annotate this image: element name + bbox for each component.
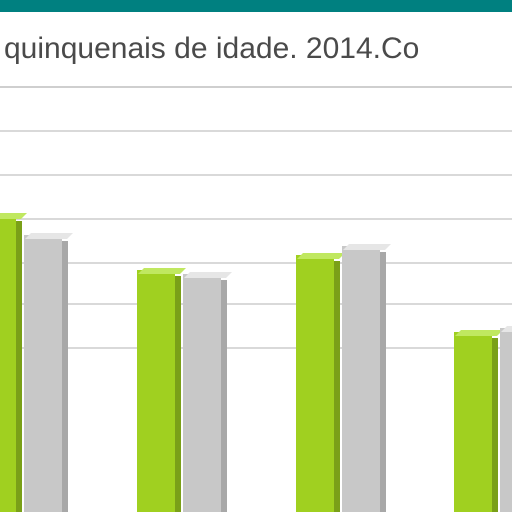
gray-bar xyxy=(183,274,227,512)
grid-line xyxy=(0,218,512,220)
title-area: quinquenais de idade. 2014.Co xyxy=(0,12,512,86)
gray-bar xyxy=(500,328,512,512)
gray-bar xyxy=(24,235,68,512)
chart-plot-area xyxy=(0,86,512,512)
grid-line xyxy=(0,174,512,176)
green-bar xyxy=(0,215,22,512)
header-bar xyxy=(0,0,512,12)
grid-line xyxy=(0,262,512,264)
grid-line xyxy=(0,130,512,132)
green-bar xyxy=(137,270,181,512)
green-bar xyxy=(296,255,340,512)
gray-bar xyxy=(342,246,386,512)
grid-line xyxy=(0,303,512,305)
chart-title: quinquenais de idade. 2014.Co xyxy=(0,32,419,65)
green-bar xyxy=(454,332,498,512)
grid-line xyxy=(0,347,512,349)
